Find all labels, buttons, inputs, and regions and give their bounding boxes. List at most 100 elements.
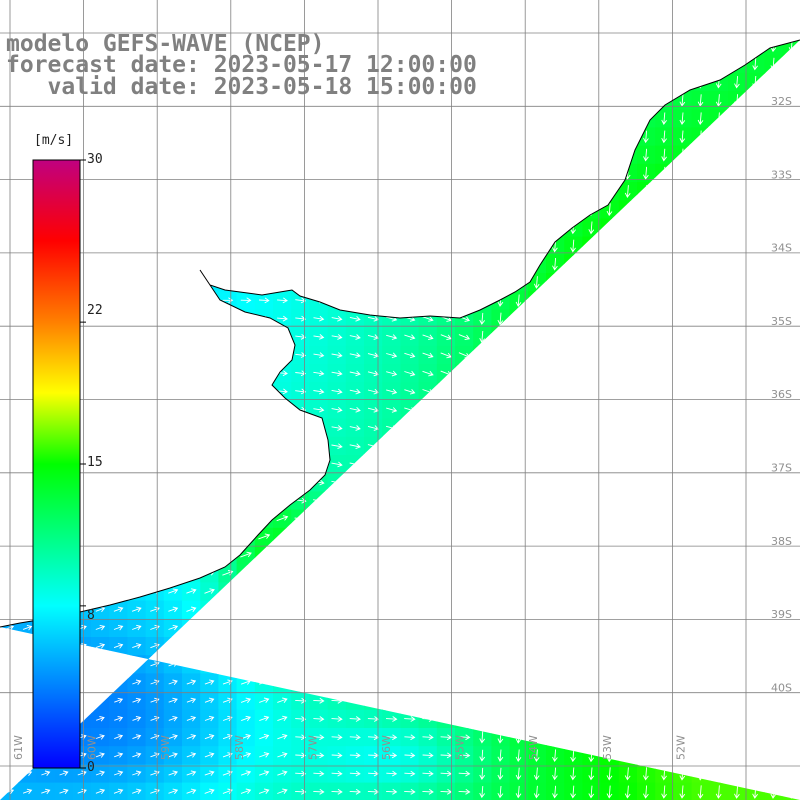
wind-speed-cell <box>236 382 256 401</box>
wind-speed-cell <box>637 728 656 747</box>
wind-arrow <box>131 570 142 576</box>
wind-speed-cell <box>782 709 800 729</box>
wind-arrow <box>186 770 197 776</box>
wind-speed-cell <box>673 582 693 602</box>
wind-speed-cell <box>618 400 638 420</box>
wind-speed-cell <box>527 40 547 56</box>
wind-arrow <box>4 224 14 230</box>
wind-arrow <box>132 716 142 722</box>
wind-arrow <box>367 206 379 213</box>
wind-speed-cell <box>473 382 492 401</box>
wind-arrow <box>440 661 453 668</box>
wind-arrow <box>624 694 631 708</box>
wind-arrow <box>132 734 142 740</box>
wind-arrow <box>241 7 250 12</box>
wind-speed-cell <box>36 109 56 128</box>
wind-speed-cell <box>691 182 711 201</box>
wind-speed-cell <box>473 0 492 19</box>
wind-speed-cell <box>364 182 383 201</box>
wind-speed-cell <box>637 473 656 492</box>
wind-speed-cell <box>273 145 292 165</box>
wind-speed-cell <box>218 145 238 165</box>
wind-speed-cell <box>218 0 237 19</box>
wind-arrow <box>205 25 214 30</box>
wind-arrow <box>349 133 361 140</box>
wind-speed-cell <box>491 400 511 420</box>
wind-speed-cell <box>418 455 438 474</box>
wind-arrow <box>715 566 722 581</box>
wind-speed-cell <box>582 364 602 383</box>
wind-speed-cell <box>527 473 547 492</box>
wind-speed-cell <box>637 673 656 693</box>
wind-arrow <box>349 606 362 613</box>
wind-arrow <box>313 643 325 650</box>
wind-arrow <box>588 148 595 162</box>
wind-arrow <box>186 461 197 467</box>
wind-arrow <box>259 115 270 122</box>
wind-arrow <box>77 115 88 121</box>
wind-speed-cell <box>91 418 110 438</box>
wind-arrow <box>440 152 452 158</box>
wind-arrow <box>295 297 307 304</box>
wind-speed-cell <box>637 655 656 674</box>
wind-arrow <box>204 461 216 467</box>
wind-arrow <box>679 330 686 344</box>
wind-arrow <box>440 443 452 450</box>
wind-arrow <box>404 43 416 49</box>
wind-arrow <box>770 275 777 290</box>
wind-arrow <box>204 424 216 431</box>
wind-speed-cell <box>364 655 383 674</box>
wind-speed-cell <box>236 182 256 201</box>
wind-arrow <box>350 25 360 30</box>
wind-speed-cell <box>691 364 711 383</box>
wind-speed-cell <box>109 582 128 602</box>
wind-speed-cell <box>728 655 747 674</box>
wind-arrow <box>458 588 471 595</box>
wind-speed-cell <box>564 527 583 547</box>
wind-arrow <box>4 315 14 321</box>
wind-arrow <box>440 188 452 195</box>
wind-speed-cell <box>455 655 474 674</box>
wind-speed-cell <box>163 127 183 147</box>
wind-arrow <box>386 225 398 231</box>
wind-speed-cell <box>491 418 511 438</box>
wind-speed-cell <box>709 418 729 438</box>
wind-arrow <box>386 407 398 413</box>
wind-arrow <box>788 75 795 89</box>
wind-speed-cell <box>692 18 711 37</box>
wind-arrow <box>533 276 540 289</box>
wind-arrow <box>643 221 649 235</box>
wind-arrow <box>643 512 649 526</box>
wind-arrow <box>515 58 522 70</box>
wind-arrow <box>715 767 722 781</box>
wind-arrow <box>459 170 470 177</box>
wind-arrow <box>204 333 215 340</box>
wind-speed-cell <box>618 564 638 583</box>
wind-arrow <box>697 112 704 126</box>
wind-speed-cell <box>582 655 602 674</box>
wind-speed-cell <box>400 473 420 492</box>
wind-speed-cell <box>782 546 800 565</box>
wind-speed-cell <box>182 436 201 456</box>
wind-arrow <box>661 548 667 563</box>
wind-arrow <box>22 260 33 267</box>
wind-arrow <box>734 275 740 290</box>
wind-speed-cell <box>527 72 547 92</box>
wind-speed-cell <box>637 364 656 383</box>
wind-speed-cell <box>418 400 438 420</box>
wind-arrow <box>697 548 704 563</box>
wind-speed-cell <box>0 109 19 128</box>
wind-arrow <box>4 643 14 649</box>
wind-speed-cell <box>218 436 238 456</box>
wind-speed-cell <box>691 218 711 238</box>
wind-speed-cell <box>600 273 620 292</box>
wind-arrow <box>552 712 558 726</box>
wind-speed-cell <box>473 455 492 474</box>
wind-arrow <box>277 352 288 358</box>
wind-speed-cell <box>291 436 310 456</box>
wind-arrow <box>497 694 504 708</box>
wind-speed-cell <box>145 455 165 474</box>
wind-speed-cell <box>564 291 583 310</box>
wind-arrow <box>240 206 252 213</box>
wind-arrow <box>515 112 522 125</box>
